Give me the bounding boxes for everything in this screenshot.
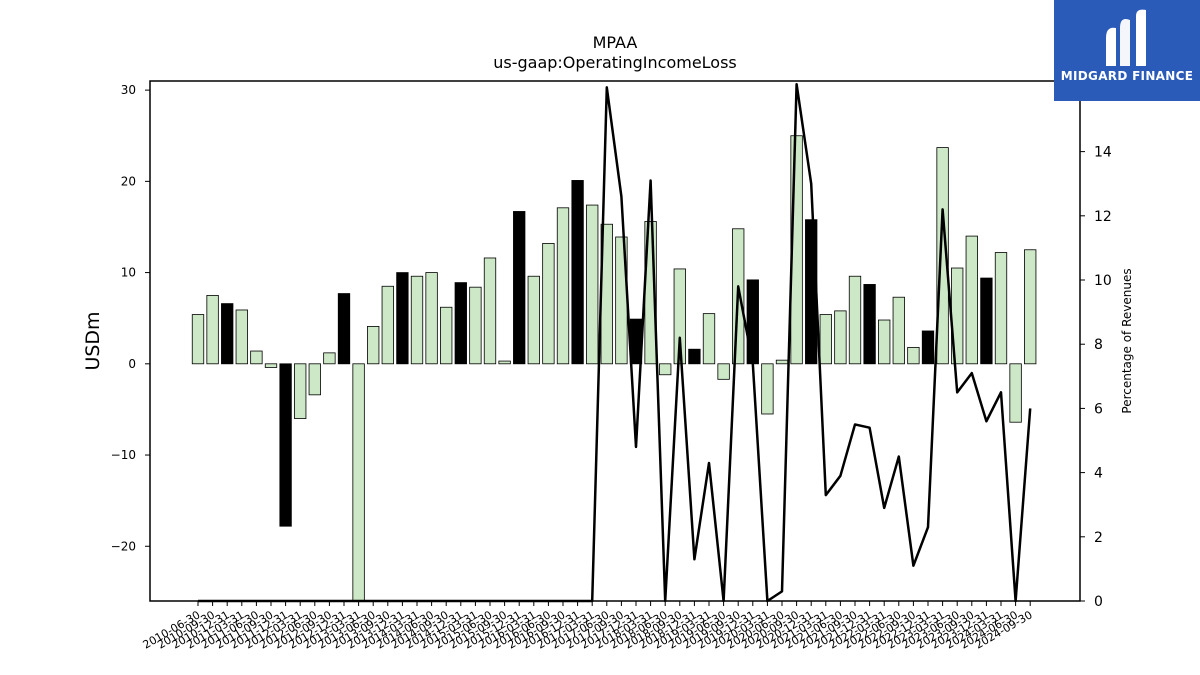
y2-tick-label: 8	[1094, 337, 1103, 353]
bar	[761, 363, 774, 415]
y-axis-left: −20 −10 0 10 20 30	[111, 83, 150, 553]
chart-title: MPAA	[593, 33, 638, 52]
bar	[352, 363, 365, 602]
bar	[936, 147, 949, 365]
bar	[279, 363, 292, 527]
y-tick-label: −20	[111, 539, 136, 553]
bar	[921, 330, 935, 365]
y-tick-label: 0	[128, 357, 136, 371]
bar	[717, 363, 730, 380]
bar	[863, 284, 876, 365]
series-line	[198, 82, 1032, 603]
bar	[892, 296, 905, 365]
bar	[308, 363, 321, 396]
logo-mark-icon	[1106, 9, 1146, 66]
bar	[1024, 249, 1037, 365]
bar	[440, 306, 453, 365]
y2-tick-label: 0	[1094, 594, 1103, 610]
bar	[965, 235, 978, 365]
bar	[980, 277, 993, 365]
bar	[586, 204, 599, 365]
bar	[381, 285, 394, 365]
bar	[410, 275, 424, 365]
bar-series	[191, 135, 1037, 602]
bar	[294, 363, 307, 419]
y-axis-right: 0246810121416	[1080, 80, 1112, 610]
bar	[396, 272, 409, 365]
x-axis: 2010-06-302010-09-302010-12-312011-03-31…	[141, 601, 1035, 652]
bar	[688, 348, 701, 365]
bar	[746, 279, 759, 365]
bar	[673, 268, 686, 365]
bar	[1009, 363, 1022, 423]
bar	[206, 294, 219, 365]
bar	[775, 359, 789, 365]
y-axis-label: USDm	[82, 311, 104, 370]
y2-tick-label: 10	[1094, 273, 1112, 289]
y-tick-label: 20	[121, 174, 136, 188]
bar	[571, 180, 584, 365]
bar	[454, 282, 467, 365]
y2-axis-label: Percentage of Revenues	[1120, 268, 1134, 413]
bar	[367, 325, 380, 365]
plot-frame	[149, 80, 1081, 602]
bar	[848, 275, 862, 365]
y-tick-label: −10	[111, 448, 136, 462]
bar	[337, 293, 351, 365]
bar	[191, 314, 205, 365]
bar	[994, 252, 1008, 365]
y2-tick-label: 2	[1094, 530, 1103, 546]
bar	[819, 314, 832, 365]
y-tick-label: 10	[121, 266, 136, 280]
brand-logo: MIDGARD FINANCE	[1054, 0, 1200, 101]
bar	[556, 207, 570, 365]
bar	[907, 346, 920, 365]
bar	[498, 360, 511, 365]
bar	[659, 363, 672, 376]
y2-tick-label: 12	[1094, 209, 1112, 225]
bar	[513, 211, 526, 365]
bar	[542, 242, 555, 365]
bar	[425, 272, 438, 365]
bar	[834, 310, 847, 365]
bar	[483, 257, 497, 365]
y2-tick-label: 6	[1094, 401, 1103, 417]
bar	[702, 313, 716, 365]
bar	[221, 303, 234, 365]
y2-tick-label: 14	[1094, 145, 1112, 161]
bar	[323, 352, 336, 365]
bar	[250, 350, 263, 365]
line-series	[198, 82, 1032, 603]
bar	[235, 309, 248, 365]
y-tick-label: 30	[121, 83, 136, 97]
chart-subtitle: us-gaap:OperatingIncomeLoss	[493, 53, 737, 72]
logo-text: MIDGARD FINANCE	[1060, 69, 1194, 83]
bar	[469, 286, 482, 365]
y2-tick-label: 4	[1094, 466, 1103, 482]
bar	[264, 363, 278, 368]
bar	[878, 319, 891, 365]
bar	[527, 275, 540, 365]
